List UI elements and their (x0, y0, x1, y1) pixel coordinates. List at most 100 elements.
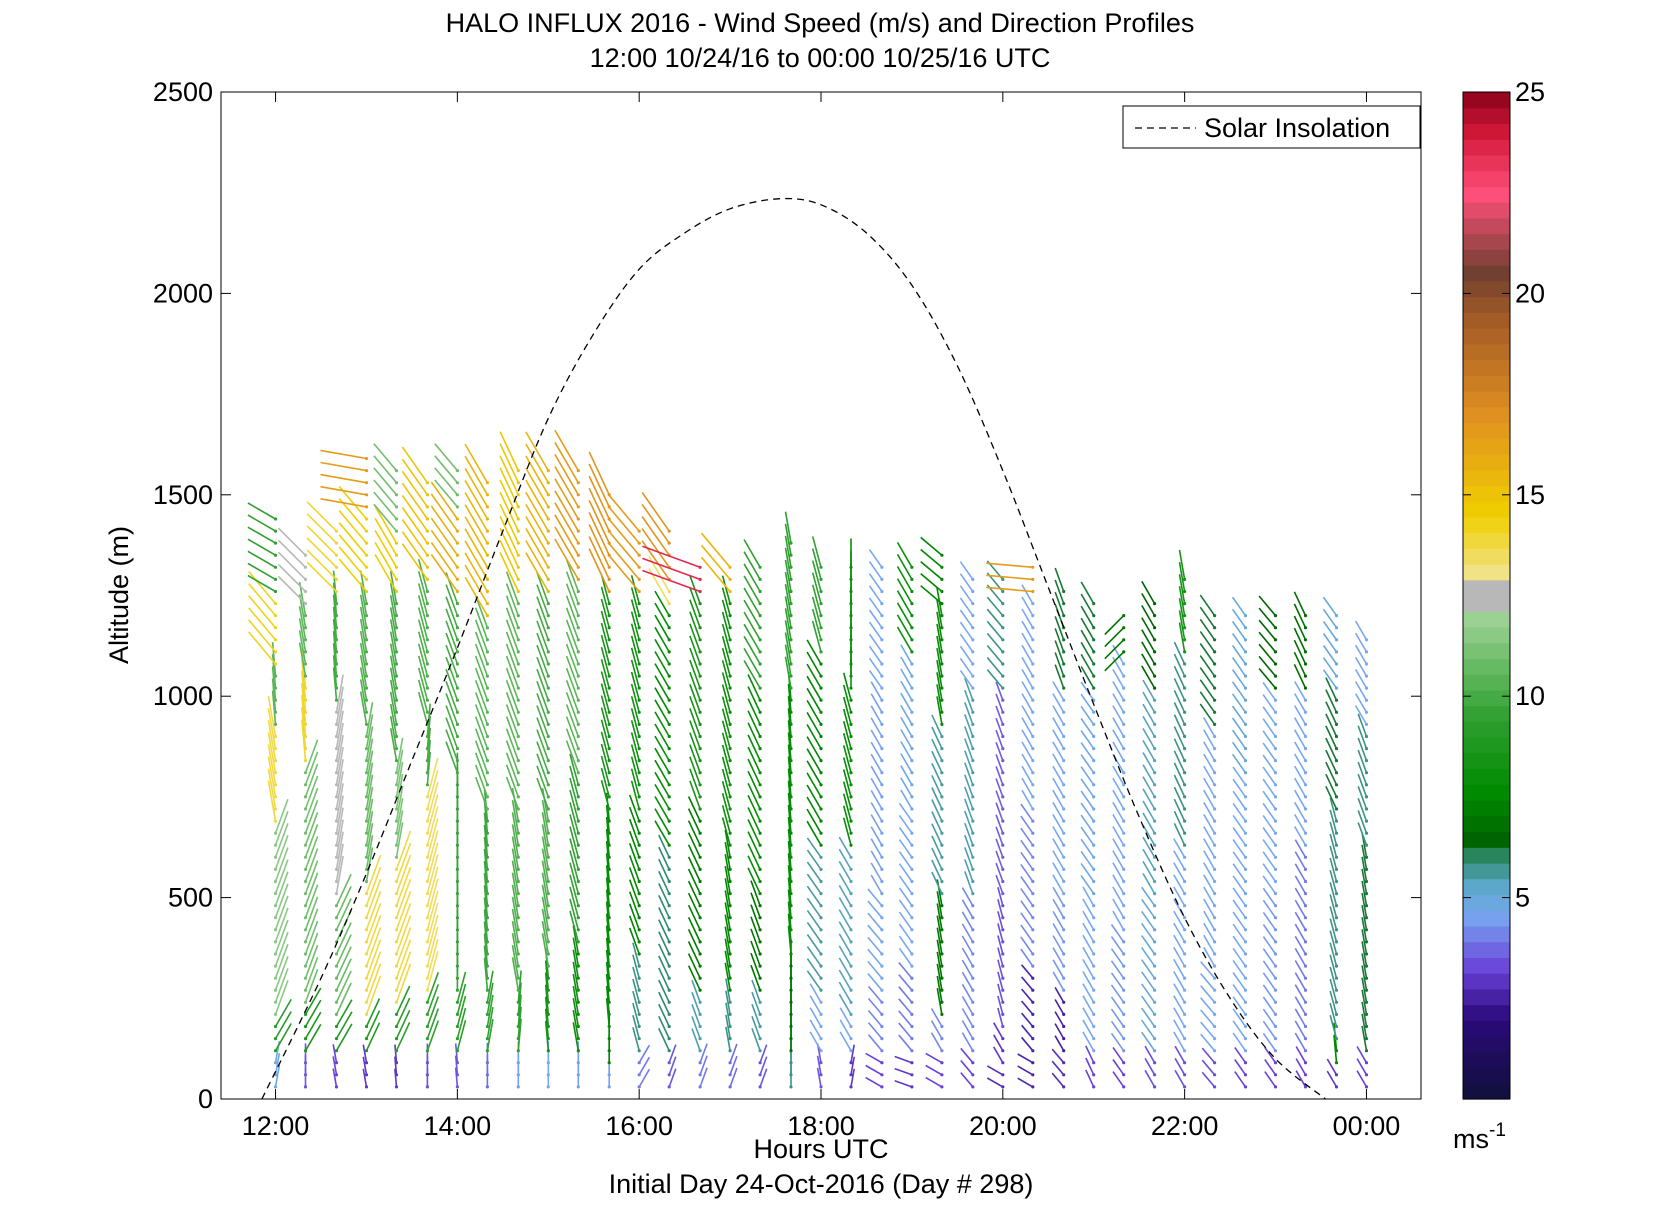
colorbar-band (1463, 768, 1510, 785)
wind-arrow-head (1062, 1012, 1066, 1017)
wind-arrow-head (364, 481, 369, 485)
wind-arrow-head (728, 747, 732, 751)
wind-arrow (1293, 627, 1307, 653)
wind-arrow (964, 859, 974, 882)
wind-arrow-head (1122, 1049, 1126, 1053)
wind-arrow-head (880, 734, 884, 739)
wind-arrow-head (394, 541, 399, 545)
wind-arrow-head (1334, 710, 1339, 714)
wind-arrow-head (698, 686, 702, 690)
wind-arrow (689, 720, 701, 749)
wind-arrow (1082, 898, 1095, 919)
wind-arrow-head (880, 952, 884, 956)
wind-arrow-head (1273, 807, 1278, 811)
x-tick-label: 20:00 (969, 1111, 1037, 1141)
wind-arrow-head (728, 759, 732, 763)
wind-arrow (335, 771, 344, 810)
wind-arrow (654, 602, 670, 629)
wind-arrow-head (425, 553, 429, 557)
wind-arrow (401, 531, 429, 568)
wind-arrow-head (394, 734, 399, 739)
wind-arrow-head (819, 674, 823, 678)
wind-arrow-head (880, 1037, 884, 1041)
wind-arrow-head (728, 819, 732, 823)
wind-arrow (809, 983, 822, 1003)
wind-arrow (1178, 610, 1186, 640)
colorbar-band (1463, 847, 1510, 864)
wind-arrow (787, 865, 792, 894)
wind-arrow-head (273, 1024, 278, 1029)
wind-arrow (787, 768, 792, 797)
wind-arrow-head (607, 686, 611, 690)
wind-arrow (630, 575, 640, 604)
wind-arrow-head (1243, 722, 1248, 727)
wind-arrow-head (910, 928, 914, 932)
wind-arrow (274, 823, 289, 858)
wind-arrow (867, 1022, 883, 1040)
wind-arrow-head (1213, 662, 1217, 666)
wind-arrow (868, 561, 883, 580)
wind-arrow-head (576, 783, 580, 787)
wind-arrow-head (455, 952, 459, 956)
wind-arrow-head (1122, 771, 1126, 775)
wind-arrow-head (758, 710, 762, 714)
wind-arrow-head (576, 1073, 580, 1077)
wind-arrow (960, 1047, 974, 1064)
wind-arrow-head (698, 795, 702, 799)
wind-arrow (1293, 591, 1307, 616)
wind-arrow (1082, 946, 1095, 967)
wind-arrow-head (1243, 1000, 1248, 1004)
wind-arrow (304, 932, 319, 967)
wind-arrow (525, 491, 549, 532)
wind-arrow-head (273, 722, 278, 727)
wind-arrow-head (516, 638, 520, 642)
wind-arrow-head (698, 734, 702, 739)
wind-arrow-head (1213, 1037, 1217, 1041)
wind-arrow-head (1153, 747, 1157, 751)
wind-arrow-head (728, 807, 732, 811)
wind-arrow (687, 953, 701, 979)
wind-arrow-head (1092, 662, 1096, 666)
wind-arrow (1141, 947, 1156, 967)
wind-arrow-head (728, 855, 732, 859)
wind-arrow (1258, 619, 1277, 641)
wind-arrow-head (637, 904, 641, 908)
wind-arrow-head (819, 892, 823, 896)
wind-arrow (743, 587, 761, 617)
wind-arrow-head (880, 747, 884, 751)
wind-arrow (658, 991, 670, 1015)
wind-arrow (806, 772, 822, 798)
wind-arrow-head (607, 1024, 611, 1029)
wind-arrow (445, 681, 459, 713)
wind-arrow (1051, 1072, 1065, 1088)
wind-arrow (365, 878, 382, 918)
wind-arrow-head (1031, 626, 1035, 630)
wind-arrow (365, 726, 374, 761)
colorbar-band (1463, 233, 1510, 250)
wind-arrow (894, 1067, 913, 1076)
wind-arrow (870, 814, 883, 834)
wind-arrow-head (637, 1024, 641, 1029)
wind-arrow (426, 866, 439, 906)
wind-arrow (1021, 717, 1034, 737)
wind-arrow (1080, 593, 1095, 617)
wind-arrow (1329, 797, 1338, 822)
wind-arrow (721, 684, 731, 713)
wind-arrow (868, 645, 883, 665)
wind-arrow (961, 959, 974, 979)
wind-arrow-head (1303, 879, 1308, 884)
wind-arrow-head (789, 734, 793, 739)
wind-arrow-head (1273, 1012, 1278, 1017)
wind-arrow-head (819, 710, 823, 714)
wind-arrow-head (1062, 771, 1066, 775)
wind-arrow-head (1153, 614, 1157, 618)
wind-arrow (787, 696, 792, 725)
wind-arrow-head (576, 807, 580, 811)
wind-arrow-head (849, 577, 853, 582)
wind-arrow (986, 562, 1033, 569)
wind-arrow (630, 623, 640, 653)
wind-arrow (925, 1052, 943, 1064)
colorbar-band (1463, 752, 1510, 770)
wind-arrow-head (789, 638, 793, 642)
wind-arrow-head (667, 734, 671, 739)
